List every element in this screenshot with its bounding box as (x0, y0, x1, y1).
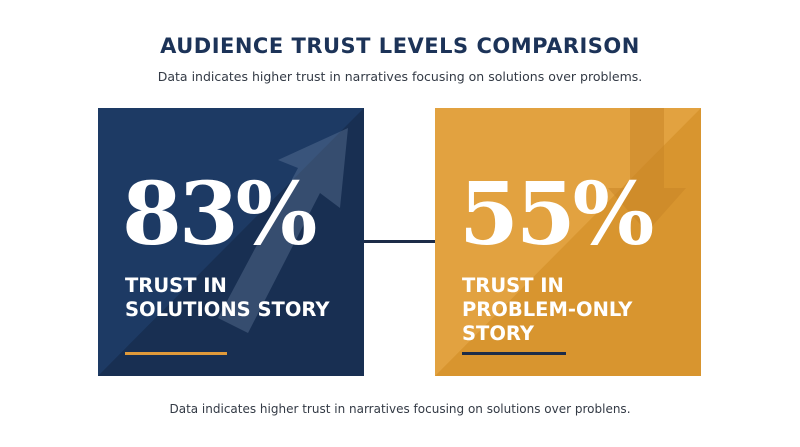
label-line: TRUST IN (462, 274, 564, 297)
chart-footnote: Data indicates higher trust in narrative… (169, 402, 631, 416)
solutions-card-background (98, 108, 364, 376)
problem-trust-value: 55% (459, 164, 654, 265)
connector-line (364, 240, 436, 243)
label-line: STORY (462, 322, 534, 345)
solutions-trust-value: 83% (122, 164, 317, 265)
arrow-up-right-icon (218, 128, 348, 333)
solutions-trust-card: 83% TRUST IN SOLUTIONS STORY (98, 108, 364, 376)
solutions-accent-underline (125, 352, 227, 355)
chart-title: AUDIENCE TRUST LEVELS COMPARISON (160, 34, 640, 58)
label-line: PROBLEM-ONLY (462, 298, 633, 321)
solutions-trust-label: TRUST IN SOLUTIONS STORY (125, 274, 329, 322)
chart-subtitle: Data indicates higher trust in narrative… (157, 69, 643, 84)
problem-trust-card: 55% TRUST IN PROBLEM-ONLY STORY (435, 108, 701, 376)
problem-card-background (435, 108, 701, 376)
label-line: TRUST IN (125, 274, 227, 297)
arrow-down-icon (608, 108, 686, 232)
label-line: SOLUTIONS STORY (125, 298, 330, 321)
problem-trust-label: TRUST IN PROBLEM-ONLY STORY (462, 274, 632, 346)
problem-accent-underline (462, 352, 566, 355)
